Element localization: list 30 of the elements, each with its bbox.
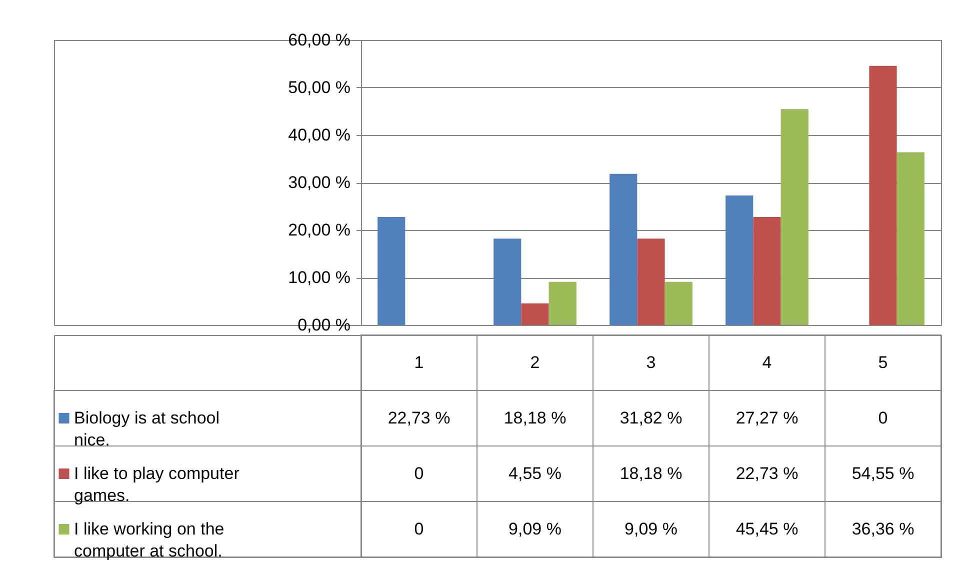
data-label: 27,27 %: [736, 408, 798, 428]
data-label: 18,18 %: [504, 408, 566, 428]
data-label: 45,45 %: [736, 519, 798, 538]
x-tick-label: 4: [762, 352, 772, 372]
data-label: 0: [414, 464, 424, 483]
y-tick-label: 50,00 %: [288, 78, 350, 97]
data-label: 31,82 %: [620, 408, 682, 428]
x-tick-label: 3: [646, 352, 656, 372]
y-tick-label: 0,00 %: [298, 316, 350, 334]
legend-label: Biology is at school nice.: [74, 408, 220, 450]
data-label: 4,55 %: [508, 464, 562, 483]
legend-label: I like to play computer games.: [74, 464, 240, 505]
data-label: 54,55 %: [852, 464, 914, 483]
y-tick-label: 60,00 %: [288, 30, 350, 50]
x-tick-label: 2: [530, 352, 540, 372]
data-label: 9,09 %: [624, 519, 678, 538]
y-tick-label: 10,00 %: [288, 268, 350, 287]
data-label: 9,09 %: [508, 519, 562, 538]
data-label: 0: [878, 408, 888, 428]
y-tick-label: 40,00 %: [288, 126, 350, 144]
data-label: 36,36 %: [852, 519, 914, 538]
x-tick-label: 1: [414, 352, 424, 372]
y-tick-label: 30,00 %: [288, 173, 350, 192]
y-tick-label: 20,00 %: [288, 220, 350, 240]
x-tick-label: 5: [878, 352, 888, 372]
data-label: 22,73 %: [736, 464, 798, 483]
legend-label: I like working on the computer at school.: [74, 519, 224, 560]
data-label: 22,73 %: [388, 408, 450, 428]
data-label: 0: [414, 519, 424, 538]
data-label: 18,18 %: [620, 464, 682, 483]
